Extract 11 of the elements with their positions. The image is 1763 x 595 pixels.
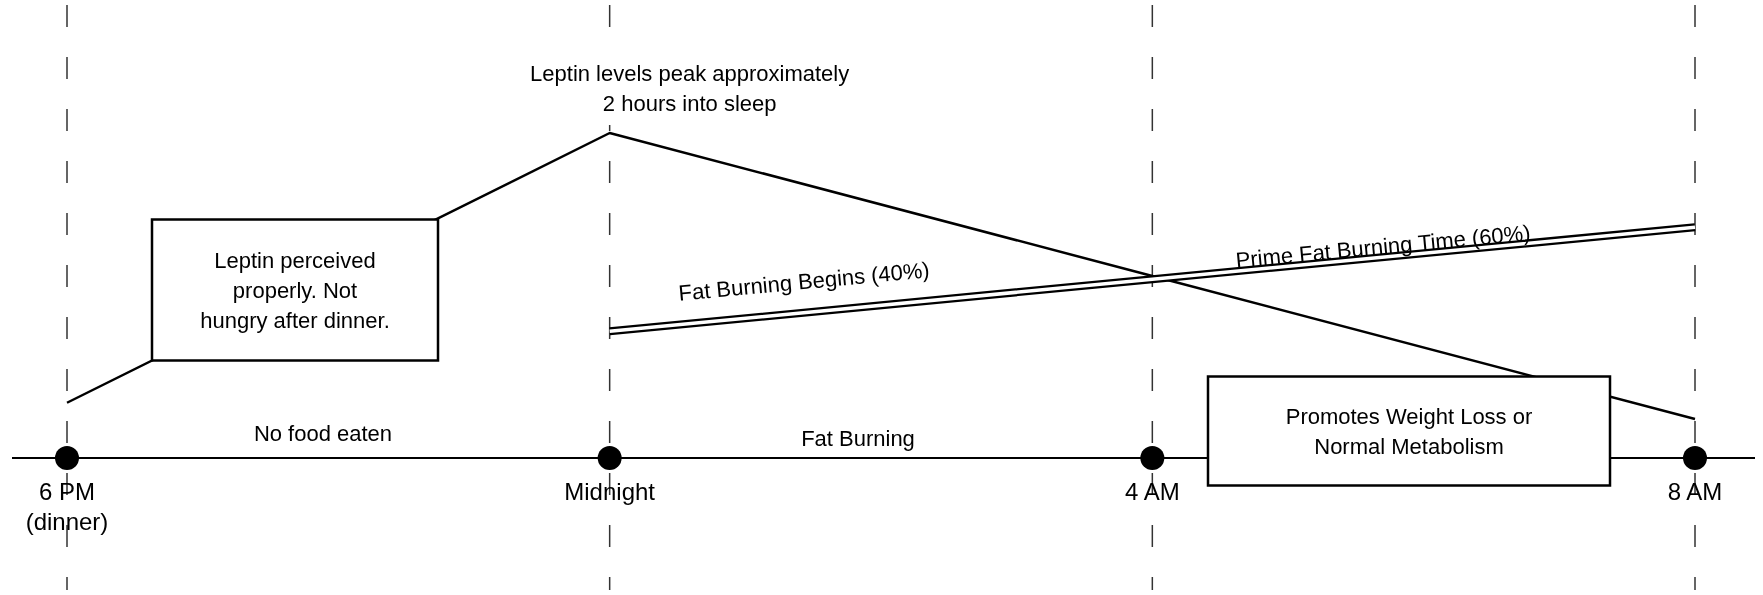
x-tick-label: 4 AM — [1124, 478, 1180, 505]
annotation: No food eaten — [253, 421, 393, 446]
x-tick-label: 8 AM — [1667, 478, 1723, 505]
annotation: Leptin levels peak approximately 2 hours into sleep — [530, 61, 850, 116]
annotation: Leptin perceived properly. Not hungry after dinner. — [200, 248, 390, 333]
annotation: Fat Burning Begins (40%) — [677, 257, 931, 306]
x-tick-label: 6 PM (dinner) — [25, 478, 109, 535]
x-tick-label: Midnight — [564, 478, 656, 505]
annotation: Fat Burning — [801, 426, 915, 451]
annotation: Promotes Weight Loss or Normal Metabolism — [1285, 404, 1533, 459]
annotation: Prime Fat Burning Time (60%) — [1234, 220, 1532, 273]
